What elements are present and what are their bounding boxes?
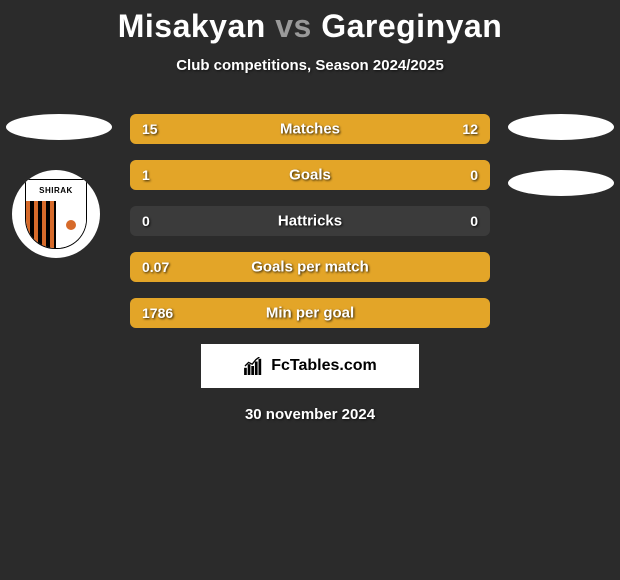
right-side-column (508, 114, 614, 226)
stat-value-right: 0 (470, 167, 478, 183)
stat-bars: Matches 15 12 Goals 1 0 Hattricks 0 0 Goals per m… (130, 114, 490, 328)
subtitle: Club competitions, Season 2024/2025 (0, 57, 620, 74)
stat-row: Goals per match 0.07 (130, 252, 490, 282)
stat-row: Matches 15 12 (130, 114, 490, 144)
player1-name: Misakyan (118, 8, 266, 44)
stat-row: Hattricks 0 0 (130, 206, 490, 236)
stat-row: Min per goal 1786 (130, 298, 490, 328)
stat-label: Matches (280, 121, 340, 138)
bar-fill-left (130, 160, 404, 190)
shield-label: SHIRAK (25, 179, 87, 201)
vs-text: vs (275, 8, 312, 44)
player2-flag-ellipse (508, 114, 614, 140)
shirak-shield-icon: SHIRAK (25, 179, 87, 249)
main-area: SHIRAK Matches1512Goals10Hattricks00Goal… (0, 114, 620, 423)
stat-value-left: 0 (142, 213, 150, 229)
brand-text: FcTables.com (271, 357, 377, 375)
player2-club-ellipse (508, 170, 614, 196)
stat-value-right: 0 (470, 213, 478, 229)
comparison-card: Misakyan vs Gareginyan Club competitions… (0, 0, 620, 423)
stat-row: Goals 1 0 (130, 160, 490, 190)
stat-value-right: 12 (462, 121, 478, 137)
date-text: 30 november 2024 (10, 406, 610, 423)
stat-label: Goals per match (251, 259, 369, 276)
stat-value-left: 1786 (142, 305, 173, 321)
stat-label: Min per goal (266, 305, 354, 322)
player1-club-logo: SHIRAK (12, 170, 100, 258)
stat-value-left: 0.07 (142, 259, 169, 275)
stat-value-left: 1 (142, 167, 150, 183)
brand-box[interactable]: FcTables.com (201, 344, 419, 388)
page-title: Misakyan vs Gareginyan (0, 8, 620, 45)
left-side-column: SHIRAK (6, 114, 112, 258)
player2-name: Gareginyan (321, 8, 502, 44)
stat-value-left: 15 (142, 121, 158, 137)
stat-label: Goals (289, 167, 331, 184)
player1-flag-ellipse (6, 114, 112, 140)
bar-spark-icon (243, 357, 265, 375)
stat-label: Hattricks (278, 213, 342, 230)
